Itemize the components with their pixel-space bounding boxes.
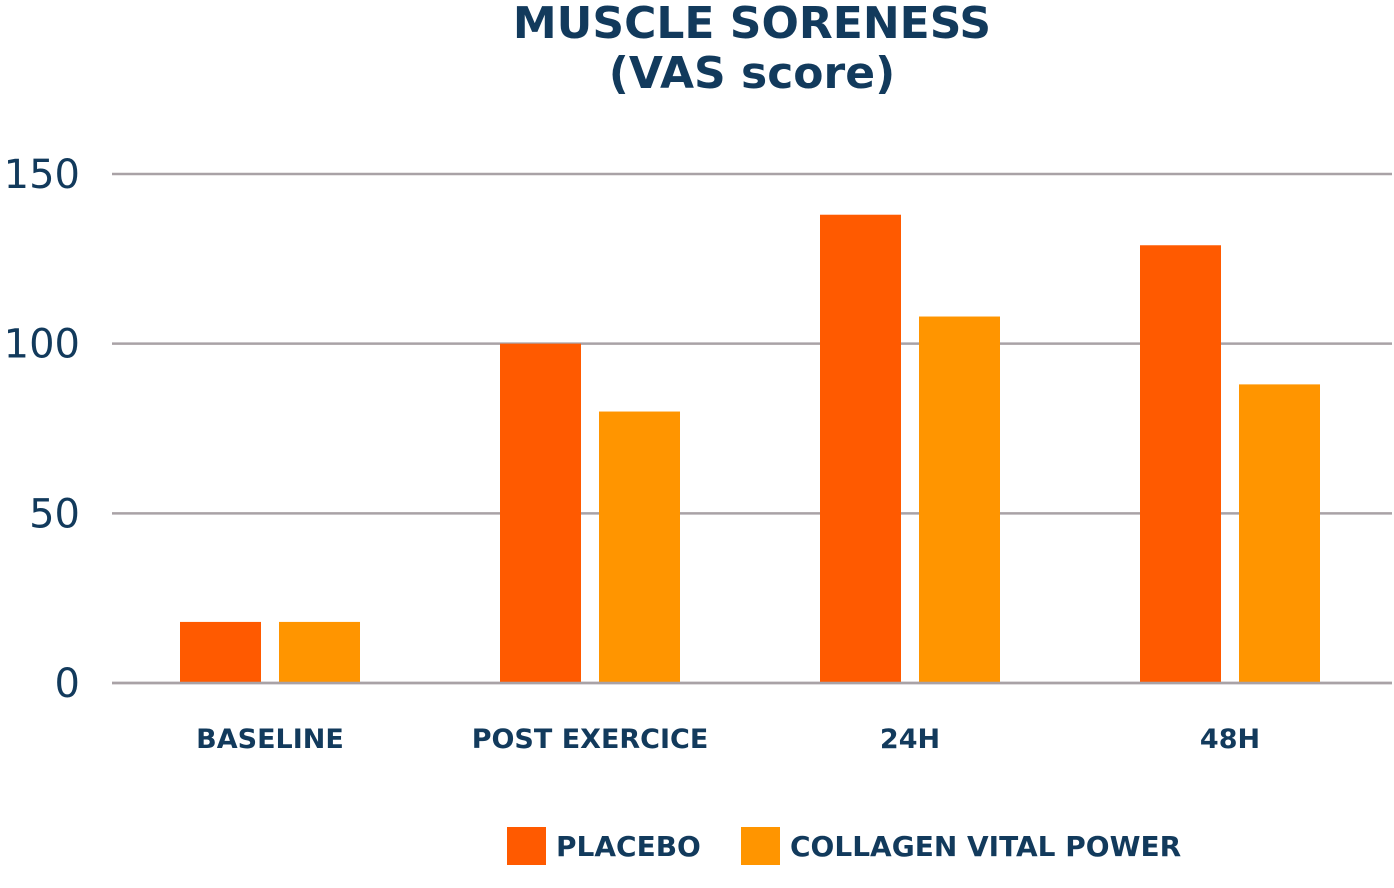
bar-placebo-post-exercice	[500, 343, 581, 683]
bar-placebo-baseline	[180, 621, 261, 683]
x-tick-label: 24H	[880, 724, 940, 755]
bar-collagen-vital-power-post-exercice	[599, 411, 680, 683]
x-tick-label: POST EXERCICE	[472, 724, 709, 755]
bar-collagen-vital-power-24h	[919, 316, 1000, 683]
legend: PLACEBO COLLAGEN VITAL POWER	[507, 827, 1181, 865]
chart-title-line-1: MUSCLE SORENESS	[513, 0, 991, 49]
legend-label: PLACEBO	[556, 830, 701, 863]
y-tick-label: 100	[4, 322, 80, 368]
legend-swatch	[507, 827, 546, 865]
bar-collagen-vital-power-baseline	[279, 621, 360, 683]
bar-collagen-vital-power-48h	[1239, 384, 1320, 683]
legend-item: COLLAGEN VITAL POWER	[741, 827, 1181, 865]
bar-placebo-48h	[1140, 245, 1221, 683]
y-tick-label: 0	[55, 661, 80, 707]
bars	[112, 214, 1392, 685]
bar-placebo-24h	[820, 214, 901, 683]
chart-title: MUSCLE SORENESS (VAS score)	[513, 0, 991, 99]
y-tick-label: 50	[29, 491, 80, 537]
x-tick-label: 48H	[1200, 724, 1260, 755]
legend-swatch	[741, 827, 780, 865]
x-tick-label: BASELINE	[196, 724, 344, 755]
y-tick-label: 150	[4, 152, 80, 198]
x-axis-tick-labels: BASELINE POST EXERCICE 24H 48H	[196, 724, 1260, 755]
legend-item: PLACEBO	[507, 827, 701, 865]
y-axis-tick-labels: 0 50 100 150	[4, 152, 80, 707]
legend-label: COLLAGEN VITAL POWER	[790, 830, 1181, 863]
chart-title-line-2: (VAS score)	[609, 48, 895, 99]
